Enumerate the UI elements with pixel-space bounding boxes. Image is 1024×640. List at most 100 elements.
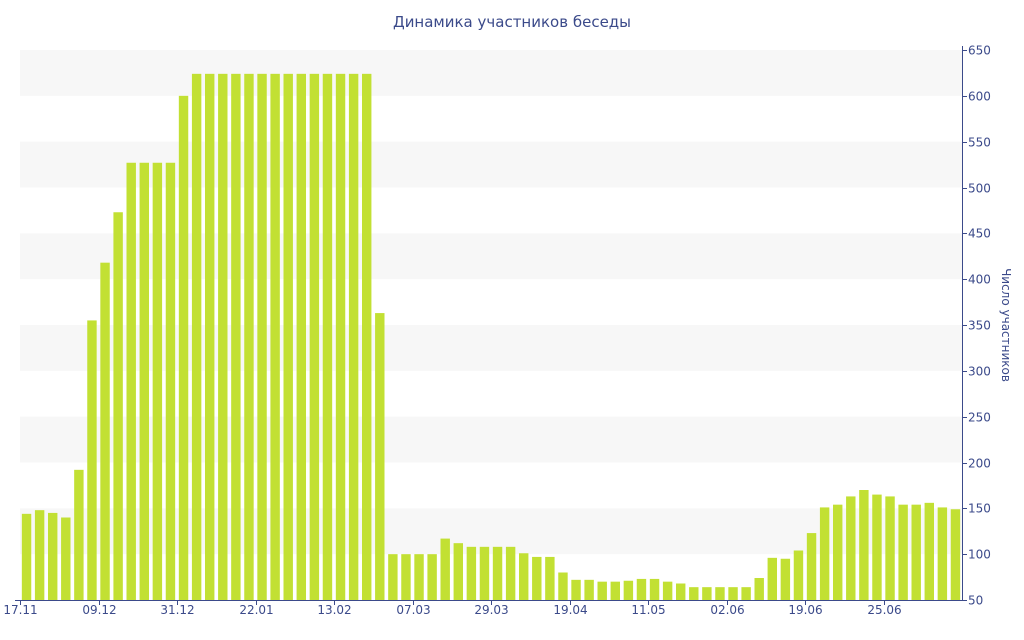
bar: [819, 507, 830, 600]
bar: [388, 554, 398, 600]
x-tick-label: 13.02: [317, 603, 351, 617]
y-tick-label: 100: [968, 548, 991, 562]
bar: [532, 556, 542, 600]
bar: [741, 587, 751, 600]
bar: [61, 517, 71, 600]
bar: [100, 262, 110, 600]
bar: [191, 73, 202, 601]
y-tick-label: 250: [968, 411, 991, 425]
bar: [322, 73, 333, 601]
bar: [244, 73, 254, 601]
y-tick-label: 300: [968, 365, 991, 379]
bar: [584, 579, 594, 600]
bar: [571, 579, 581, 600]
x-tick-label: 11.05: [631, 603, 665, 617]
bar: [34, 510, 45, 600]
bar: [924, 502, 935, 600]
bar: [204, 73, 215, 601]
bar: [610, 581, 621, 600]
bar: [662, 581, 673, 600]
bar: [885, 496, 895, 600]
bar: [47, 512, 58, 600]
bar: [440, 538, 450, 600]
grid-band: [20, 141, 962, 188]
chart-title: Динамика участников беседы: [392, 13, 632, 31]
y-tick-label: 350: [968, 319, 991, 333]
bar: [401, 554, 411, 600]
x-tick-label: 17.11: [3, 603, 37, 617]
bar: [427, 554, 437, 600]
y-tick-label: 400: [968, 273, 991, 287]
y-tick-label: 200: [968, 457, 991, 471]
grid-bands: [20, 50, 962, 555]
bar: [872, 494, 882, 600]
x-tick-label: 22.01: [239, 603, 273, 617]
bar: [518, 553, 529, 600]
bar: [780, 558, 791, 600]
bar: [178, 95, 189, 600]
bar: [754, 578, 764, 600]
bar: [898, 504, 908, 600]
bar: [165, 162, 176, 600]
bar: [702, 587, 712, 600]
bars: [21, 73, 961, 601]
y-axis-title: Число участников: [999, 268, 1013, 382]
bar: [453, 543, 464, 600]
bar: [74, 469, 84, 600]
bar: [296, 73, 307, 601]
bar: [348, 73, 359, 601]
y-tick-label: 50: [968, 594, 983, 608]
bar: [505, 546, 516, 600]
bar: [139, 162, 150, 600]
bar: [113, 212, 123, 600]
x-tick-label: 09.12: [82, 603, 116, 617]
bar: [950, 509, 961, 600]
bar: [675, 583, 686, 600]
y-tick-label: 500: [968, 182, 991, 196]
bar: [846, 496, 856, 600]
bar: [87, 320, 97, 600]
x-tick-label: 31.12: [160, 603, 194, 617]
bar: [492, 546, 503, 600]
bar: [257, 73, 267, 601]
grid-band: [20, 416, 962, 463]
bar: [309, 73, 320, 601]
bar: [649, 578, 660, 600]
bar: [218, 73, 228, 601]
grid-band: [20, 233, 962, 280]
x-tick-label: 25.06: [867, 603, 901, 617]
bar: [623, 580, 634, 600]
bar: [728, 587, 738, 600]
bar: [466, 546, 477, 600]
bar: [793, 550, 804, 600]
bar: [21, 513, 32, 600]
bar: [558, 572, 568, 600]
bar: [597, 581, 607, 600]
y-tick-label: 650: [968, 44, 991, 58]
bar: [859, 490, 869, 600]
grid-band: [20, 508, 962, 555]
y-tick-label: 450: [968, 227, 991, 241]
bar: [937, 507, 948, 600]
x-tick-label: 02.06: [710, 603, 744, 617]
x-tick-label: 07.03: [396, 603, 430, 617]
bar: [479, 546, 490, 600]
x-tick-label: 29.03: [474, 603, 508, 617]
bar: [283, 73, 293, 601]
bar: [806, 533, 817, 600]
bar: [767, 557, 778, 600]
bar: [152, 162, 163, 600]
bar: [231, 73, 241, 601]
axes: 50 100 150 200 250 300 350 400 450 500 550 600 650 17…: [3, 44, 991, 618]
bar: [545, 556, 555, 600]
bar: [911, 504, 921, 600]
bar: [715, 587, 725, 600]
y-tick-label: 550: [968, 136, 991, 150]
y-tick-label: 150: [968, 502, 991, 516]
bar: [361, 73, 372, 601]
x-tick-label: 19.06: [788, 603, 822, 617]
bar: [832, 504, 843, 600]
grid-band: [20, 325, 962, 371]
bar: [126, 162, 136, 600]
bar: [375, 313, 385, 600]
